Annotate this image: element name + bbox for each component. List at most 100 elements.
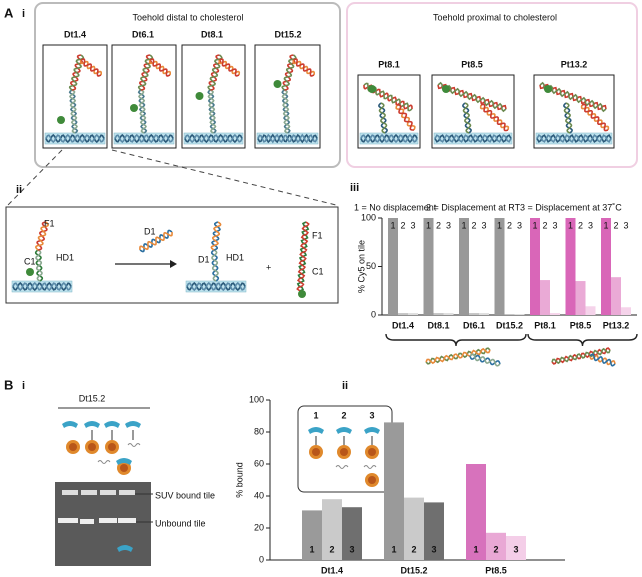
panel-sub-label: ii: [342, 380, 348, 392]
bar: [398, 313, 408, 315]
scheme-label: D1: [144, 226, 156, 236]
wavy-strand: [363, 465, 377, 469]
gel-band: [99, 518, 117, 523]
y-tick-label: 80: [254, 426, 264, 436]
y-tick-label: 100: [361, 212, 376, 222]
tile-icon: [364, 427, 380, 434]
dna-strand: [219, 58, 240, 77]
distal-group-box: [34, 2, 341, 168]
bar-number: 3: [431, 544, 436, 554]
tile-label: Dt1.4: [64, 29, 86, 39]
bar-number: 1: [391, 544, 396, 554]
dna-strand: [186, 281, 246, 292]
dna-strand: [589, 353, 616, 367]
dna-strand: [12, 281, 72, 292]
y-tick-label: 60: [254, 458, 264, 468]
suv-core: [69, 443, 77, 451]
dna-strand: [138, 89, 147, 134]
bar: [611, 277, 621, 315]
gel-band: [58, 518, 78, 523]
bar-number: 2: [471, 220, 476, 230]
bar: [504, 314, 515, 315]
dna-strand: [114, 133, 174, 144]
scheme-label: +: [266, 262, 271, 272]
group-title: Toehold distal to cholesterol: [132, 12, 243, 22]
dna-strand: [551, 347, 611, 365]
inset-number: 1: [313, 410, 318, 420]
scheme-label: F1: [312, 230, 323, 240]
bar-number: 2: [542, 220, 547, 230]
x-tick-label: Pt13.2: [603, 320, 630, 330]
x-tick-label: Dt15.2: [496, 320, 523, 330]
bar: [550, 313, 560, 315]
dna-strand: [45, 133, 105, 144]
dna-strand: [462, 102, 472, 134]
y-tick-label: 100: [249, 394, 264, 404]
dna-strand: [536, 134, 612, 143]
gel: [55, 482, 151, 566]
dna-strand: [207, 89, 217, 134]
scheme-label: HD1: [56, 252, 74, 262]
tile-icon: [84, 421, 100, 428]
x-tick-label: Pt8.5: [570, 320, 592, 330]
bar: [459, 218, 469, 315]
tile-icon: [62, 421, 78, 428]
zoom-line: [7, 149, 63, 206]
bar: [494, 218, 505, 315]
brace: [527, 333, 638, 347]
bar-number: 1: [603, 220, 608, 230]
bar-number: 3: [552, 220, 557, 230]
bar: [575, 281, 586, 315]
x-tick-label: Dt1.4: [321, 565, 343, 575]
bar: [302, 510, 322, 560]
bar: [540, 280, 550, 315]
gel-band: [81, 490, 97, 495]
scheme-box: [5, 206, 339, 304]
bar: [466, 464, 486, 560]
cholesterol: [130, 104, 138, 112]
group-title: Toehold proximal to cholesterol: [433, 12, 557, 22]
cholesterol: [368, 85, 376, 93]
cholesterol: [298, 290, 306, 298]
bar-number: 1: [309, 544, 314, 554]
dna-strand: [581, 103, 609, 132]
bar-number: 2: [493, 544, 498, 554]
cholesterol: [195, 92, 204, 100]
bar-number: 1: [473, 544, 478, 554]
scheme-label: C1: [24, 256, 36, 266]
cholesterol: [57, 116, 65, 124]
tile-icon: [117, 545, 133, 552]
bar: [621, 307, 631, 315]
bar: [585, 306, 596, 315]
bar: [404, 497, 424, 560]
dna-strand: [69, 89, 78, 134]
dna-strand: [80, 58, 102, 77]
cholesterol: [544, 85, 552, 93]
dna-strand: [480, 103, 509, 132]
bar-number: 2: [400, 220, 405, 230]
dna-strand: [360, 133, 418, 144]
y-tick-label: 0: [371, 309, 376, 319]
gel-band: [100, 490, 116, 495]
tile-label: Pt8.5: [461, 59, 483, 69]
dna-strand: [68, 54, 85, 91]
panel-sub-label: i: [22, 380, 25, 392]
dna-strand: [437, 81, 507, 113]
dna-strand: [434, 134, 512, 143]
scheme-label: HD1: [226, 252, 244, 262]
tile-icon: [116, 458, 132, 465]
tile-label: Dt6.1: [132, 29, 154, 39]
y-tick-label: 0: [259, 554, 264, 564]
tile-icon: [125, 421, 141, 428]
dna-strand: [397, 104, 414, 131]
y-axis-label: % bound: [234, 462, 244, 498]
bar: [479, 313, 489, 315]
suv-core: [368, 448, 376, 456]
cholesterol: [26, 268, 34, 276]
bar: [322, 499, 342, 560]
reaction-arrowhead: [170, 260, 177, 268]
dna-strand: [149, 58, 171, 77]
dna-strand: [281, 89, 291, 134]
legend-text: 3 = Displacement at 37˚C: [520, 202, 622, 212]
bar-number: 3: [517, 220, 522, 230]
